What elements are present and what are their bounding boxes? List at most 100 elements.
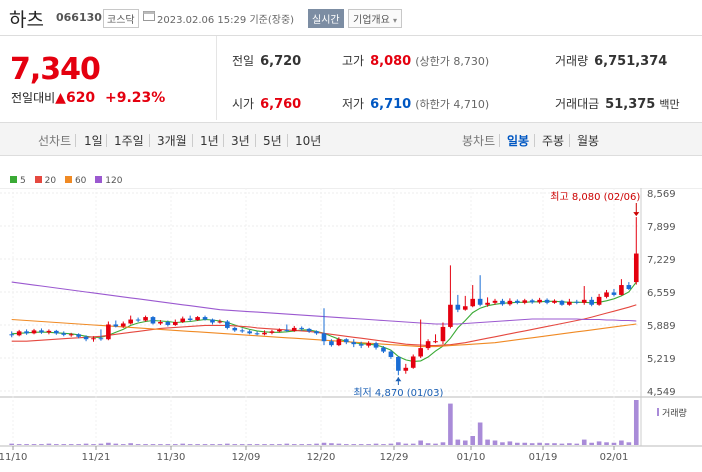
- candle-body: [262, 332, 267, 335]
- period-3m[interactable]: 3개월: [157, 134, 187, 148]
- volume-bar: [91, 444, 96, 445]
- volume-bar: [135, 444, 141, 445]
- volume-bar: [128, 443, 133, 445]
- up-arrow-icon: ▲: [55, 90, 66, 106]
- volume-bar: [172, 444, 178, 445]
- x-tick-label: 12/20: [307, 452, 336, 463]
- candle-body: [448, 304, 453, 327]
- volume-bar: [314, 443, 319, 445]
- legend-ma60: 60: [64, 176, 86, 186]
- volume-bar: [589, 442, 594, 445]
- candle-body: [284, 329, 290, 331]
- volume-bar: [470, 436, 476, 445]
- volume-bar: [492, 440, 498, 445]
- candle-body: [321, 333, 327, 342]
- volume-bar: [396, 442, 401, 445]
- candle-body: [507, 300, 513, 305]
- volume-bar: [358, 444, 364, 445]
- volume-bar: [232, 444, 238, 445]
- realtime-button[interactable]: 실시간: [308, 9, 344, 28]
- volume-bar: [150, 444, 156, 445]
- volume-bar: [462, 440, 468, 445]
- candle-body: [277, 329, 282, 332]
- company-info-dropdown[interactable]: 기업개요 ▾: [348, 9, 403, 28]
- low-arrow-head: [395, 377, 402, 382]
- legend-ma20: 20: [34, 176, 56, 186]
- candle-body: [68, 334, 74, 336]
- volume-bar: [596, 441, 602, 445]
- candle-body: [433, 341, 438, 343]
- candle-body: [120, 323, 126, 327]
- candle-body: [619, 285, 624, 295]
- volume-bar: [195, 444, 200, 445]
- period-5y[interactable]: 5년: [263, 134, 282, 148]
- y-tick-label: 5,219: [647, 354, 676, 365]
- candle-body: [143, 317, 148, 321]
- x-tick-label: 12/09: [232, 452, 261, 463]
- candle-body: [552, 300, 557, 303]
- volume-legend-swatch: [657, 408, 659, 416]
- candle-chart-label: 봉차트: [462, 134, 496, 148]
- volume-bar: [344, 444, 349, 445]
- candle-body: [344, 339, 349, 343]
- volume-bar: [381, 444, 386, 445]
- candle-body: [358, 344, 364, 346]
- candle-body: [425, 341, 431, 349]
- volume-bar: [581, 439, 587, 445]
- volume-bar: [54, 444, 59, 445]
- candle-body: [633, 253, 639, 283]
- candle-body: [314, 331, 319, 334]
- candle-body: [596, 296, 602, 305]
- candle-body: [54, 330, 59, 334]
- candle-body: [9, 334, 15, 336]
- high-arrow-head: [633, 212, 640, 217]
- candle-body: [24, 331, 29, 334]
- volume-bar: [269, 444, 275, 445]
- change-label: 전일대비: [11, 91, 56, 105]
- candle-body: [83, 336, 89, 340]
- candle-body: [581, 299, 587, 303]
- period-1w[interactable]: 1주일: [114, 134, 144, 148]
- volume-bar: [507, 441, 513, 445]
- candle-body: [477, 298, 483, 305]
- volume-legend-label: 거래량: [662, 407, 687, 419]
- period-daily[interactable]: 일봉: [507, 134, 530, 148]
- volume-bar: [120, 444, 126, 445]
- volume-bar: [515, 442, 520, 445]
- candle-body: [366, 343, 371, 346]
- x-tick-label: 11/10: [0, 452, 27, 463]
- candle-body: [329, 341, 334, 346]
- volume-bar: [158, 444, 163, 445]
- candle-body: [574, 301, 580, 303]
- ma-legend: 5 20 60 120: [10, 176, 128, 186]
- period-monthly[interactable]: 월봉: [577, 134, 600, 148]
- volume-bar: [299, 444, 304, 445]
- period-3y[interactable]: 3년: [231, 134, 250, 148]
- period-10y[interactable]: 10년: [295, 134, 322, 148]
- candlestick-chart[interactable]: 거래량 8,5697,8997,2296,5595,8895,2194,549 …: [0, 188, 702, 470]
- candle-body: [247, 331, 252, 334]
- volume-bar: [31, 444, 37, 445]
- candle-body: [225, 321, 230, 328]
- chevron-down-icon: ▾: [393, 16, 398, 25]
- line-chart-label: 선차트: [38, 134, 72, 148]
- volume-bar: [544, 443, 550, 445]
- period-1y[interactable]: 1년: [200, 134, 219, 148]
- candle-body: [172, 321, 178, 325]
- current-price: 7,340: [10, 52, 101, 87]
- volume-bar: [46, 443, 52, 445]
- candle-body: [180, 318, 186, 322]
- y-tick-label: 5,889: [647, 321, 676, 332]
- candle-body: [158, 321, 163, 324]
- period-weekly[interactable]: 주봉: [542, 134, 565, 148]
- volume-bar: [440, 442, 446, 445]
- candle-body: [403, 367, 409, 371]
- stock-code: 066130: [56, 11, 102, 24]
- period-1d[interactable]: 1일: [84, 134, 103, 148]
- candle-body: [239, 330, 245, 332]
- candle-body: [410, 356, 416, 368]
- candle-body: [381, 347, 386, 352]
- candle-body: [351, 342, 357, 345]
- volume-bar: [210, 444, 215, 445]
- volume: 거래량 6,751,374: [555, 54, 668, 69]
